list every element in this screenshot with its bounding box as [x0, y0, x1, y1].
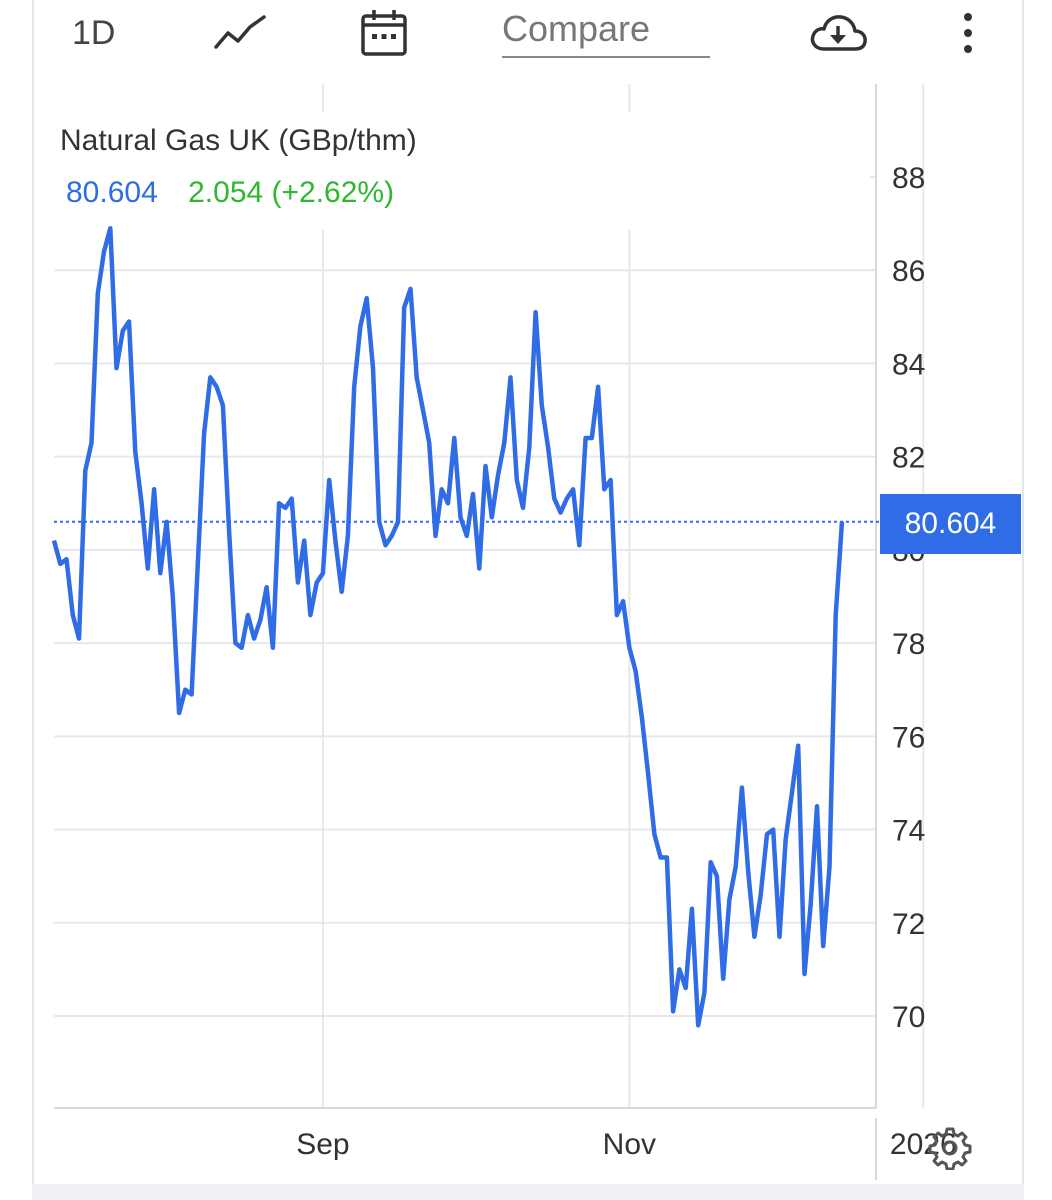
- settings-button[interactable]: [928, 1126, 972, 1171]
- y-tick-label: 86: [892, 255, 925, 288]
- y-tick-label: 72: [892, 908, 925, 941]
- last-value: 80.604: [66, 176, 158, 209]
- chart-type-button[interactable]: [214, 8, 266, 58]
- y-tick-label: 74: [892, 815, 925, 848]
- price-series-line: [51, 226, 845, 1028]
- legend-backdrop: [54, 112, 870, 230]
- menu-button[interactable]: [958, 8, 978, 58]
- cloud-download-icon: [810, 15, 867, 51]
- legend-values: 80.604 2.054 (+2.62%): [66, 176, 394, 210]
- compare-input[interactable]: Compare: [502, 8, 710, 58]
- calendar-button[interactable]: [360, 8, 408, 58]
- kebab-menu-icon: [964, 13, 972, 53]
- y-tick-label: 78: [892, 628, 925, 661]
- y-tick-label: 82: [892, 442, 925, 475]
- download-button[interactable]: [808, 8, 868, 58]
- chart-frame: [32, 0, 1024, 1184]
- compare-placeholder: Compare: [502, 8, 710, 58]
- x-tick-label: Sep: [296, 1128, 349, 1161]
- y-tick-label: 84: [892, 348, 925, 381]
- bottom-strip: [32, 1184, 1024, 1200]
- calendar-icon: [361, 10, 407, 56]
- last-price-tag: 80.604: [880, 493, 1021, 554]
- chart-title: Natural Gas UK (GBp/thm): [60, 124, 417, 157]
- line-chart-icon: [214, 15, 266, 49]
- change-value: 2.054 (+2.62%): [188, 176, 395, 209]
- y-tick-label: 88: [892, 162, 925, 195]
- y-tick-label: 76: [892, 721, 925, 754]
- x-tick-label: Nov: [603, 1128, 656, 1161]
- y-tick-label: 70: [892, 1001, 925, 1034]
- gear-icon: [928, 1127, 972, 1171]
- timeframe-label: 1D: [72, 13, 116, 52]
- timeframe-button[interactable]: 1D: [72, 8, 115, 58]
